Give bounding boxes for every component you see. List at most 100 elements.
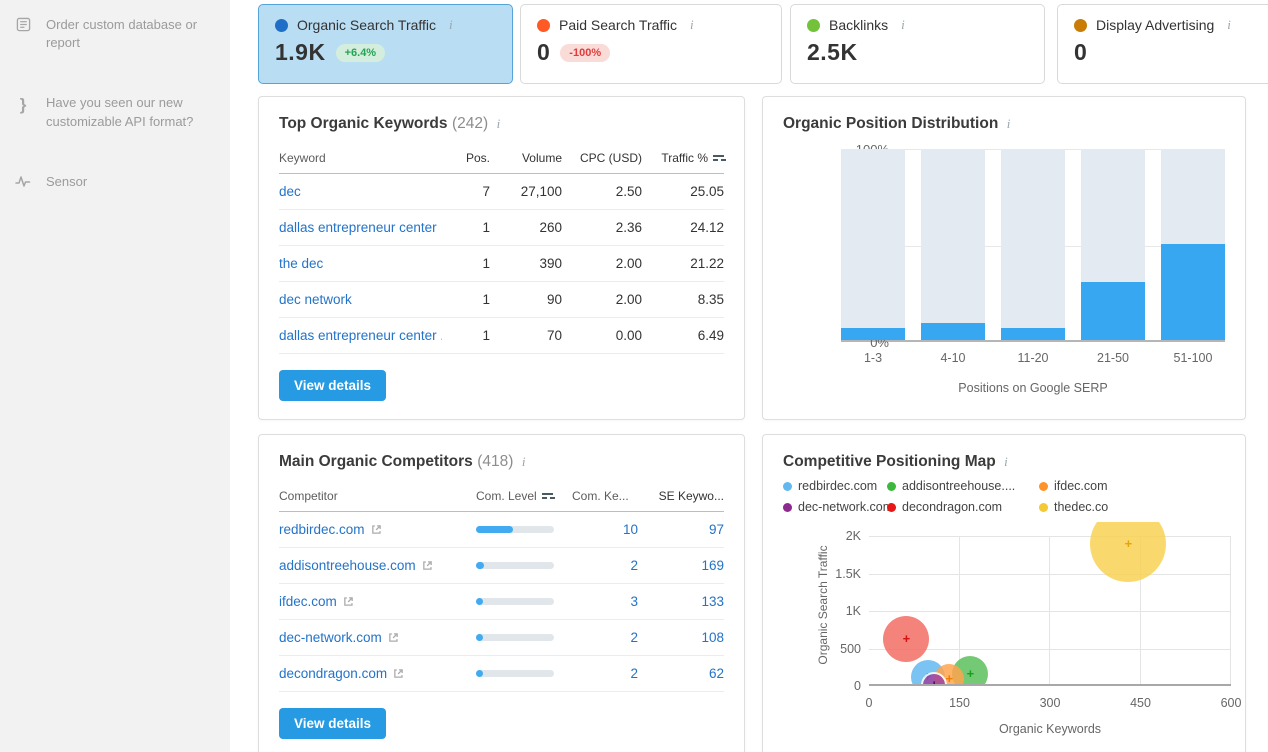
- keyword-link[interactable]: dallas entrepreneur center ...: [279, 328, 442, 343]
- info-icon[interactable]: i: [449, 17, 453, 32]
- bar-track: [921, 149, 985, 340]
- traffic-value: 6.49: [697, 328, 724, 343]
- sidebar-item-sensor[interactable]: Sensor: [0, 163, 230, 201]
- x-axis-title: Organic Keywords: [998, 722, 1102, 736]
- gridline: [869, 573, 1231, 575]
- col-volume: Volume: [521, 151, 562, 165]
- se-keywords-link[interactable]: 133: [701, 594, 724, 609]
- se-keywords-link[interactable]: 169: [701, 558, 724, 573]
- bar-fill: [1081, 282, 1145, 340]
- legend-dot-icon: [1039, 481, 1048, 491]
- sidebar-item-label: Sensor: [46, 173, 88, 189]
- bar[interactable]: [1001, 149, 1065, 340]
- pos-value: 1: [482, 220, 490, 235]
- competitor-link[interactable]: addisontreehouse.com: [279, 558, 476, 573]
- se-keywords-link[interactable]: 97: [708, 522, 724, 537]
- info-icon[interactable]: i: [521, 454, 526, 469]
- competition-level-fill: [476, 634, 484, 641]
- common-keywords-link[interactable]: 2: [630, 630, 638, 645]
- x-axis-title: Positions on Google SERP: [958, 381, 1108, 395]
- info-icon[interactable]: i: [1004, 454, 1008, 469]
- y-axis-title: Organic Search Traffic: [816, 545, 830, 665]
- competitor-link[interactable]: dec-network.com: [279, 630, 476, 645]
- bar[interactable]: [1161, 149, 1225, 340]
- external-link-icon: [422, 561, 432, 570]
- api-icon: }: [19, 95, 27, 115]
- legend-item[interactable]: thedec.co: [1039, 500, 1225, 514]
- bubble-marker-icon: +: [902, 630, 911, 646]
- legend-item[interactable]: decondragon.com: [887, 500, 1039, 514]
- panel-title: Main Organic Competitors: [279, 453, 473, 470]
- metric-card-paid-search-traffic[interactable]: Paid Search Traffic i 0 -100%: [520, 4, 782, 84]
- cpc-value: 2.50: [615, 184, 642, 199]
- volume-value: 70: [546, 328, 562, 343]
- col-se-keywords: SE Keywo...: [658, 489, 724, 503]
- organic-search-traffic-dot-icon: [275, 18, 288, 32]
- info-icon[interactable]: i: [690, 17, 694, 32]
- metric-card-backlinks[interactable]: Backlinks i 2.5K: [790, 4, 1045, 84]
- info-icon[interactable]: i: [1227, 17, 1231, 32]
- legend-item[interactable]: redbirdec.com: [783, 479, 887, 493]
- keyword-link[interactable]: dallas entrepreneur center: [279, 220, 437, 235]
- external-link-icon: [343, 597, 353, 606]
- y-tick-label: 1K: [845, 604, 861, 618]
- table-row: dallas entrepreneur center 1 260 2.36 24.12: [279, 210, 724, 246]
- view-details-button[interactable]: View details: [279, 370, 387, 401]
- competitor-link[interactable]: redbirdec.com: [279, 522, 476, 537]
- volume-value: 390: [539, 256, 562, 271]
- se-keywords-link[interactable]: 62: [708, 666, 724, 681]
- metric-card-organic-search-traffic[interactable]: Organic Search Traffic i 1.9K +6.4%: [258, 4, 513, 84]
- competition-level-fill: [476, 562, 484, 569]
- competitor-link[interactable]: ifdec.com: [279, 594, 476, 609]
- cpc-value: 2.00: [615, 292, 642, 307]
- keyword-link[interactable]: the dec: [279, 256, 324, 271]
- sidebar-item-label: Have you seen our new customizable API f…: [46, 95, 194, 129]
- col-traffic[interactable]: Traffic %: [642, 151, 724, 165]
- common-keywords-link[interactable]: 3: [630, 594, 638, 609]
- keyword-link[interactable]: dec network: [279, 292, 352, 307]
- view-details-button[interactable]: View details: [279, 708, 387, 739]
- sort-descending-icon[interactable]: [713, 154, 724, 163]
- main-content: Organic Search Traffic i 1.9K +6.4% Paid…: [230, 0, 1268, 752]
- sidebar: Order custom database or report } Have y…: [0, 0, 230, 752]
- y-tick-label: 500: [840, 641, 861, 656]
- pos-value: 1: [482, 256, 490, 271]
- keyword-link[interactable]: dec: [279, 184, 301, 199]
- info-icon[interactable]: i: [901, 17, 905, 32]
- legend-dot-icon: [887, 502, 896, 512]
- sidebar-item-api-format[interactable]: } Have you seen our new customizable API…: [0, 84, 230, 140]
- common-keywords-link[interactable]: 10: [622, 522, 638, 537]
- sidebar-item-order-custom-database[interactable]: Order custom database or report: [0, 6, 230, 62]
- common-keywords-link[interactable]: 2: [630, 666, 638, 681]
- bar[interactable]: [921, 149, 985, 340]
- col-com-level[interactable]: Com. Level: [476, 489, 572, 503]
- sensor-icon: [14, 173, 32, 191]
- competitor-link[interactable]: decondragon.com: [279, 666, 476, 681]
- bar[interactable]: [841, 149, 905, 340]
- se-keywords-link[interactable]: 108: [701, 630, 724, 645]
- metric-label: Display Advertising: [1096, 17, 1215, 33]
- gridline: [1139, 536, 1141, 684]
- competitor-bubble[interactable]: [1090, 522, 1167, 582]
- table-row: dec-network.com 2 108: [279, 620, 724, 656]
- metric-value: 1.9K: [275, 39, 326, 65]
- legend-label: ifdec.com: [1054, 479, 1108, 493]
- metric-value: 0: [537, 39, 551, 65]
- common-keywords-link[interactable]: 2: [630, 558, 638, 573]
- legend-item[interactable]: addisontreehouse....: [887, 479, 1039, 493]
- info-icon[interactable]: i: [1006, 116, 1011, 131]
- info-icon[interactable]: i: [496, 116, 501, 131]
- competitor-bubble[interactable]: [883, 615, 930, 662]
- competition-level-bar: [476, 598, 554, 605]
- competition-level-fill: [476, 598, 484, 605]
- x-tick-label: 1-3: [863, 351, 883, 365]
- legend-label: redbirdec.com: [798, 479, 878, 493]
- bar[interactable]: [1081, 149, 1145, 340]
- legend-dot-icon: [783, 481, 792, 491]
- gridline: [869, 536, 1231, 537]
- legend-item[interactable]: ifdec.com: [1039, 479, 1225, 493]
- sort-descending-icon[interactable]: [541, 492, 553, 501]
- metric-card-display-advertising[interactable]: Display Advertising i 0: [1057, 4, 1268, 84]
- legend-item[interactable]: dec-network.com: [783, 500, 893, 514]
